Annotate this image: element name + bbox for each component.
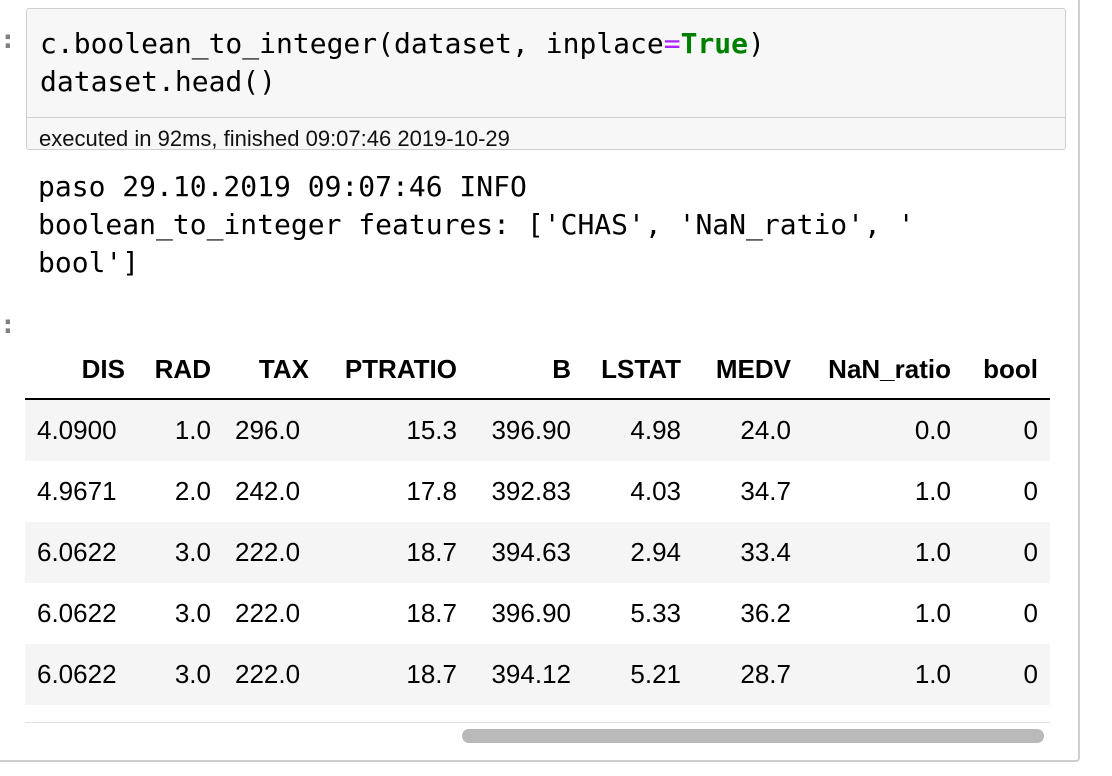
table-cell: 33.4	[693, 522, 803, 583]
table-cell: 34.7	[693, 461, 803, 522]
table-cell: 18.7	[321, 583, 469, 644]
execution-info-text: executed in 92ms, finished 09:07:46 2019…	[39, 126, 510, 150]
code-editor[interactable]: c.boolean_to_integer(dataset, inplace=Tr…	[40, 25, 765, 101]
column-header-dis: DIS	[25, 340, 137, 400]
table-cell: 396.90	[469, 583, 583, 644]
table-cell: 2.0	[137, 461, 223, 522]
table-row: 4.9671 2.0 242.0 17.8 392.83 4.03 34.7 1…	[25, 461, 1050, 522]
log-line-3: bool']	[38, 246, 140, 279]
table-cell: 2.94	[583, 522, 693, 583]
table-cell: 5.33	[583, 583, 693, 644]
code-keyword: True	[680, 27, 749, 60]
table-cell: 17.8	[321, 461, 469, 522]
table-cell: 242.0	[223, 461, 321, 522]
column-header-nan-ratio: NaN_ratio	[803, 340, 963, 400]
table-cell: 1.0	[803, 583, 963, 644]
code-line-1: c.boolean_to_integer(dataset, inplace=Tr…	[40, 27, 765, 60]
column-header-b: B	[469, 340, 583, 400]
table-cell: 3.0	[137, 644, 223, 705]
column-header-medv: MEDV	[693, 340, 803, 400]
column-header-ptratio: PTRATIO	[321, 340, 469, 400]
table-cell: 3.0	[137, 522, 223, 583]
table-cell: 0	[963, 461, 1050, 522]
table-cell: 394.12	[469, 644, 583, 705]
table-cell: 1.0	[137, 399, 223, 461]
table-cell: 4.03	[583, 461, 693, 522]
table-cell: 1.0	[803, 461, 963, 522]
table-cell: 0	[963, 583, 1050, 644]
table-cell: 6.0622	[25, 644, 137, 705]
column-header-rad: RAD	[137, 340, 223, 400]
output-prompt: :	[0, 310, 16, 340]
code-line-2: dataset.head()	[40, 65, 277, 98]
table-cell: 0	[963, 399, 1050, 461]
table-cell: 222.0	[223, 522, 321, 583]
table-cell: 24.0	[693, 399, 803, 461]
log-line-1: paso 29.10.2019 09:07:46 INFO	[38, 170, 527, 203]
log-line-2: boolean_to_integer features: ['CHAS', 'N…	[38, 208, 915, 241]
table-cell: 0	[963, 522, 1050, 583]
table-cell: 3.0	[137, 583, 223, 644]
table-cell: 0.0	[803, 399, 963, 461]
table-row: 4.0900 1.0 296.0 15.3 396.90 4.98 24.0 0…	[25, 399, 1050, 461]
dataframe-table: DIS RAD TAX PTRATIO B LSTAT MEDV NaN_rat…	[25, 340, 1050, 705]
table-cell: 4.98	[583, 399, 693, 461]
table-cell: 18.7	[321, 644, 469, 705]
horizontal-scrollbar[interactable]	[25, 722, 1050, 751]
table-cell: 0	[963, 644, 1050, 705]
table-cell: 392.83	[469, 461, 583, 522]
table-cell: 6.0622	[25, 583, 137, 644]
table-cell: 28.7	[693, 644, 803, 705]
notebook-cell	[0, 0, 1080, 762]
column-header-lstat: LSTAT	[583, 340, 693, 400]
table-row: 6.0622 3.0 222.0 18.7 394.63 2.94 33.4 1…	[25, 522, 1050, 583]
table-cell: 15.3	[321, 399, 469, 461]
execution-info-bar: executed in 92ms, finished 09:07:46 2019…	[27, 117, 1065, 150]
table-cell: 296.0	[223, 399, 321, 461]
table-cell: 1.0	[803, 522, 963, 583]
code-text: c.boolean_to_integer(dataset, inplace	[40, 27, 664, 60]
table-cell: 396.90	[469, 399, 583, 461]
column-header-bool: bool	[963, 340, 1050, 400]
table-cell: 394.63	[469, 522, 583, 583]
code-operator: =	[663, 27, 681, 60]
table-cell: 4.0900	[25, 399, 137, 461]
table-cell: 18.7	[321, 522, 469, 583]
dataframe-output: DIS RAD TAX PTRATIO B LSTAT MEDV NaN_rat…	[25, 340, 1050, 720]
table-row: 6.0622 3.0 222.0 18.7 394.12 5.21 28.7 1…	[25, 644, 1050, 705]
table-cell: 36.2	[693, 583, 803, 644]
code-text: )	[748, 27, 765, 60]
column-header-tax: TAX	[223, 340, 321, 400]
stderr-log-output: paso 29.10.2019 09:07:46 INFO boolean_to…	[38, 168, 1048, 282]
scrollbar-thumb[interactable]	[462, 729, 1044, 743]
input-prompt: :	[0, 25, 16, 55]
table-cell: 222.0	[223, 583, 321, 644]
table-header-row: DIS RAD TAX PTRATIO B LSTAT MEDV NaN_rat…	[25, 340, 1050, 400]
table-row: 6.0622 3.0 222.0 18.7 396.90 5.33 36.2 1…	[25, 583, 1050, 644]
code-input-area[interactable]: c.boolean_to_integer(dataset, inplace=Tr…	[26, 8, 1066, 150]
table-cell: 1.0	[803, 644, 963, 705]
table-cell: 222.0	[223, 644, 321, 705]
table-cell: 6.0622	[25, 522, 137, 583]
table-cell: 5.21	[583, 644, 693, 705]
table-cell: 4.9671	[25, 461, 137, 522]
